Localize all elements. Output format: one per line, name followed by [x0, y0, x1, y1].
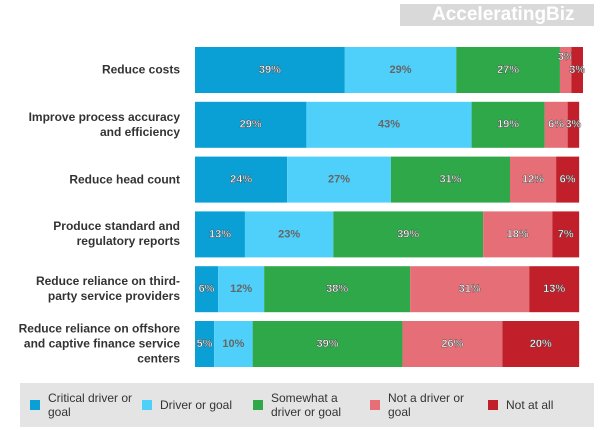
bar-segment	[559, 47, 572, 93]
bar-segment	[195, 156, 288, 203]
legend-label: Critical driver or goal	[48, 391, 133, 419]
legend-label: Not a driver or goal	[388, 391, 465, 419]
legend-swatch	[142, 400, 152, 410]
value-label: 29%	[240, 119, 262, 131]
bar-segment	[529, 266, 580, 313]
value-label: 13%	[543, 283, 565, 295]
value-label: 13%	[209, 228, 231, 240]
logo: AcceleratingBiz	[400, 4, 594, 26]
bar-segment	[544, 101, 568, 148]
bar-segment	[390, 156, 511, 203]
legend-label: Somewhat a driver or goal	[271, 391, 342, 419]
bar-segment	[502, 321, 580, 367]
value-label: 26%	[441, 338, 463, 350]
value-label: 19%	[497, 119, 519, 131]
value-label: 20%	[530, 338, 552, 350]
bar-segment	[552, 211, 580, 258]
legend-label: Not at all	[506, 398, 554, 412]
category-label: Improve process accuracy and efficiency	[28, 109, 180, 139]
value-label: 3%	[565, 119, 581, 131]
bar-segment	[510, 156, 557, 203]
category-label: Reduce reliance on third-party service p…	[35, 274, 180, 304]
bar-segment	[456, 47, 560, 93]
bar-segment	[218, 266, 265, 313]
value-label: 10%	[222, 338, 244, 350]
bar-segment	[214, 321, 253, 367]
value-label: 43%	[378, 119, 400, 131]
category-label: Reduce reliance on offshore and captive …	[18, 321, 180, 366]
legend-label: Driver or goal	[160, 398, 233, 412]
bar-segment	[571, 47, 583, 93]
bar-segment	[195, 211, 245, 258]
value-label: 38%	[326, 283, 348, 295]
bar-segment	[402, 321, 503, 367]
bar-segment	[195, 321, 215, 367]
category-label: Produce standard and regulatory reports	[53, 219, 180, 249]
bar-segment	[195, 47, 345, 93]
value-label: 39%	[317, 338, 339, 350]
bar-segment	[195, 266, 219, 313]
bar-segment	[410, 266, 530, 313]
value-label: 24%	[230, 174, 252, 186]
value-label: 12%	[230, 283, 252, 295]
value-label: 29%	[390, 64, 412, 76]
legend-swatch	[370, 400, 380, 410]
legend-box	[20, 383, 594, 427]
value-label: 6%	[199, 283, 215, 295]
bar-segment	[264, 266, 411, 313]
category-label: Reduce head count	[69, 172, 180, 187]
bar-segment	[306, 101, 472, 148]
value-label: 6%	[560, 174, 576, 186]
bar-segment	[344, 47, 457, 93]
value-label: 23%	[278, 228, 300, 240]
value-label: 27%	[328, 174, 350, 186]
bar-segment	[556, 156, 580, 203]
value-label: 7%	[558, 228, 574, 240]
bar-segment	[287, 156, 391, 203]
bar-segment	[471, 101, 545, 148]
bar-segment	[244, 211, 334, 258]
value-label: 6%	[548, 119, 564, 131]
value-label: 31%	[459, 283, 481, 295]
value-label: 5%	[197, 338, 213, 350]
bar-segment	[483, 211, 553, 258]
value-label: 27%	[497, 64, 519, 76]
bar-segment	[567, 101, 580, 148]
legend-swatch	[253, 400, 263, 410]
value-label: 39%	[259, 64, 281, 76]
value-label: 12%	[522, 174, 544, 186]
bar-segment	[252, 321, 403, 367]
value-label: 39%	[397, 228, 419, 240]
legend-swatch	[30, 400, 40, 410]
bar-segment	[333, 211, 484, 258]
value-label: 3%	[569, 64, 585, 76]
bar-segment	[195, 101, 307, 148]
category-label: Reduce costs	[101, 62, 180, 77]
legend-swatch	[488, 400, 498, 410]
value-label: 3%	[558, 51, 574, 63]
value-label: 18%	[507, 228, 529, 240]
value-label: 31%	[439, 174, 461, 186]
